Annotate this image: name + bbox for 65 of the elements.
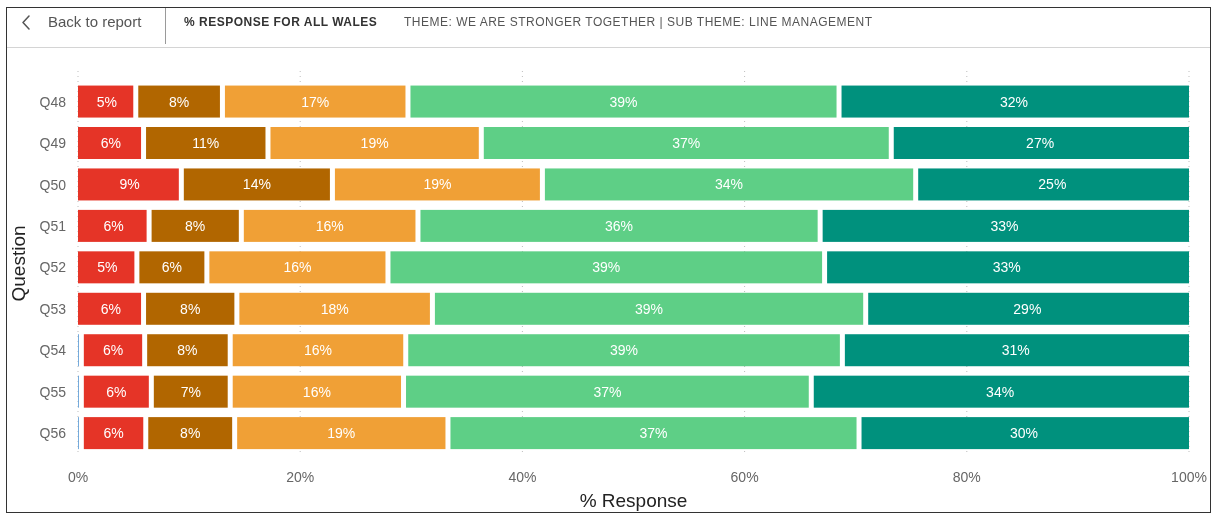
data-label: 37% xyxy=(593,383,622,400)
data-label: 18% xyxy=(320,300,349,317)
y-tick-label: Q53 xyxy=(39,300,67,317)
data-label: 16% xyxy=(303,342,332,359)
data-label: 39% xyxy=(610,342,639,359)
data-label: 36% xyxy=(605,217,634,234)
data-label: 37% xyxy=(672,134,701,151)
data-label: 11% xyxy=(192,134,220,151)
data-label: 39% xyxy=(609,93,638,110)
data-label: 37% xyxy=(639,425,668,442)
y-tick-label: Q55 xyxy=(39,383,67,400)
x-tick-label: 60% xyxy=(730,468,759,485)
data-label: 6% xyxy=(103,217,124,234)
chart-title: % RESPONSE FOR ALL WALES xyxy=(184,14,378,30)
y-tick-label: Q52 xyxy=(39,259,67,276)
data-label: 8% xyxy=(180,300,201,317)
y-axis-title: Question xyxy=(7,225,29,302)
data-label: 9% xyxy=(119,176,140,193)
chart-subtitle: THEME: WE ARE STRONGER TOGETHER | SUB THEME: LINE MANAGEMENT xyxy=(404,14,873,30)
data-label: 19% xyxy=(327,425,356,442)
y-tick-label: Q50 xyxy=(39,176,67,193)
data-label: 7% xyxy=(180,383,201,400)
data-label: 5% xyxy=(96,93,117,110)
y-tick-label: Q49 xyxy=(39,135,67,152)
data-label: 14% xyxy=(242,176,271,193)
x-tick-label: 40% xyxy=(508,468,537,485)
data-label: 19% xyxy=(423,176,452,193)
data-label: 16% xyxy=(315,217,344,234)
x-axis-title: % Response xyxy=(579,490,688,511)
data-label: 34% xyxy=(986,383,1015,400)
data-label: 8% xyxy=(180,425,201,442)
data-label: 6% xyxy=(106,383,127,400)
y-tick-label: Q56 xyxy=(39,425,67,442)
data-label: 25% xyxy=(1038,176,1067,193)
data-label: 6% xyxy=(161,259,182,276)
data-label: 6% xyxy=(100,134,121,151)
data-label: 6% xyxy=(102,342,124,359)
data-label: 8% xyxy=(168,93,190,110)
data-label: 34% xyxy=(715,176,744,193)
data-label: 8% xyxy=(177,342,198,359)
data-label: 19% xyxy=(360,134,389,151)
data-label: 16% xyxy=(302,383,331,400)
y-tick-label: Q48 xyxy=(39,93,67,110)
data-label: 33% xyxy=(990,217,1019,234)
data-label: 30% xyxy=(1010,425,1039,442)
y-tick-label: Q54 xyxy=(39,342,67,359)
x-tick-label: 0% xyxy=(67,468,89,485)
data-label: 32% xyxy=(1000,93,1029,110)
data-label: 6% xyxy=(103,425,124,442)
data-label: 39% xyxy=(592,259,621,276)
data-label: 17% xyxy=(301,93,330,110)
data-label: 16% xyxy=(283,259,312,276)
data-label: 33% xyxy=(992,259,1021,276)
text: Back to report xyxy=(48,13,142,31)
x-tick-label: 80% xyxy=(952,468,981,485)
data-label: 5% xyxy=(97,259,118,276)
x-tick-label: 20% xyxy=(286,468,315,485)
data-label: 27% xyxy=(1026,134,1055,151)
y-tick-label: Q51 xyxy=(39,218,67,235)
data-label: 8% xyxy=(185,217,206,234)
data-label: 31% xyxy=(1001,342,1030,359)
data-label: 6% xyxy=(100,300,121,317)
x-tick-label: 100% xyxy=(1171,468,1207,485)
data-label: 39% xyxy=(635,300,664,317)
data-label: 29% xyxy=(1013,300,1042,317)
